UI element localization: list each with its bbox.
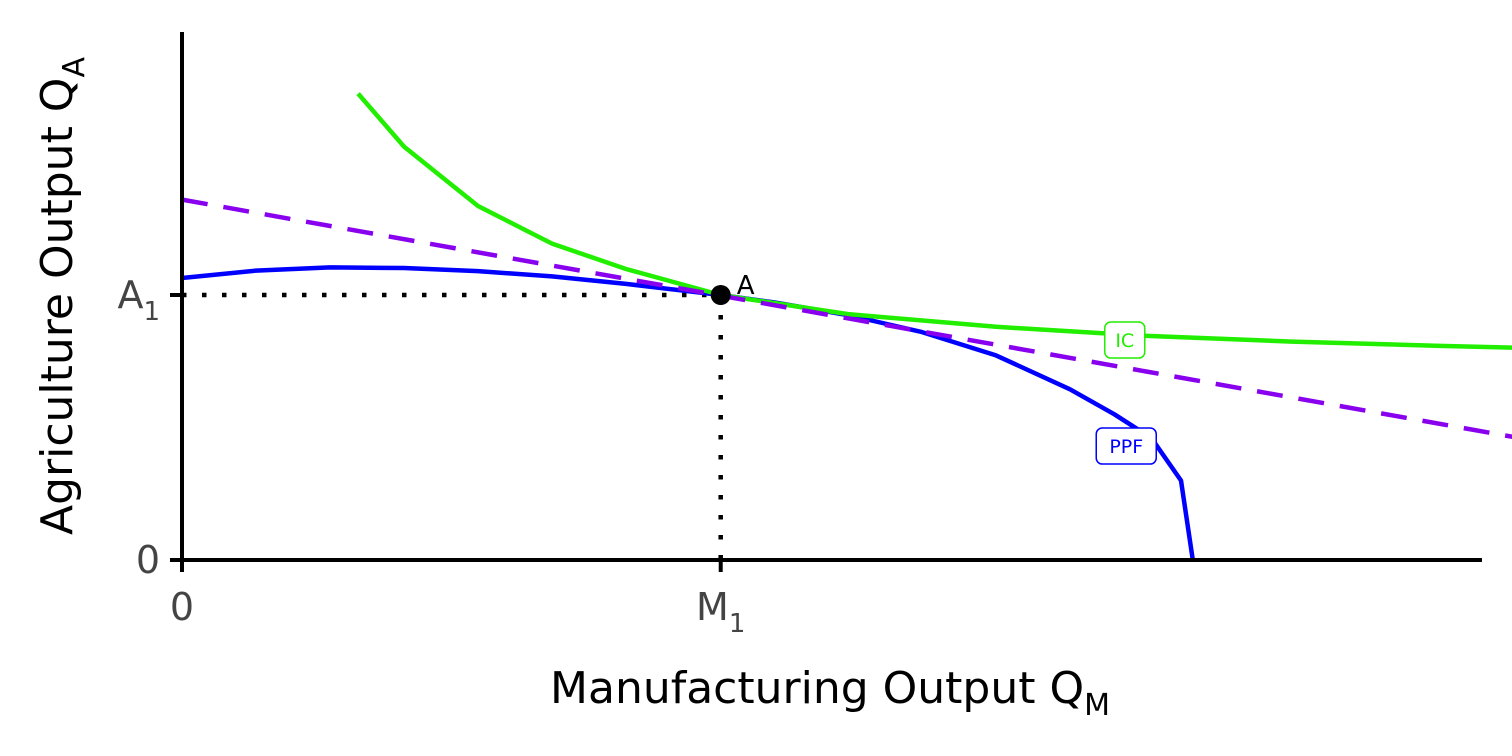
x-axis-title: Manufacturing Output QM: [550, 663, 1110, 723]
y-tick-label-1: A1: [117, 273, 160, 327]
points: A: [710, 271, 755, 305]
curve-label-ppf: PPF: [1095, 427, 1157, 465]
point-a: [710, 285, 731, 305]
curve-label-ic: IC: [1104, 321, 1146, 359]
guide-lines: [182, 292, 723, 560]
curve-label-text-ppf: PPF: [1109, 436, 1143, 458]
series-line-budget: [181, 197, 1512, 439]
curve-labels: PPF IC: [1095, 321, 1157, 465]
y-tick-label-0: 0: [136, 538, 160, 582]
series-line-ppf: [181, 265, 1196, 561]
x-axis-title-subscript: M: [1084, 688, 1110, 723]
x-axis-title-main: Manufacturing Output Q: [550, 663, 1084, 714]
x-tick-label-0: 0: [170, 585, 194, 629]
curve-label-box-ic: [1104, 321, 1146, 359]
axes: [170, 32, 1482, 572]
tick-labels: 0 M1 0 A1: [117, 273, 745, 639]
series-lines: [181, 92, 1512, 561]
y-axis-title: Agriculture Output QA: [32, 57, 92, 535]
y-axis-title-subscript: A: [57, 57, 92, 78]
series-line-ic: [356, 92, 1512, 350]
curve-label-box-ppf: [1095, 427, 1157, 465]
curve-label-text-ic: IC: [1115, 330, 1134, 352]
point-label-a: A: [737, 271, 755, 301]
x-tick-label-1: M1: [696, 585, 745, 639]
y-axis-title-main: Agriculture Output Q: [32, 78, 83, 535]
